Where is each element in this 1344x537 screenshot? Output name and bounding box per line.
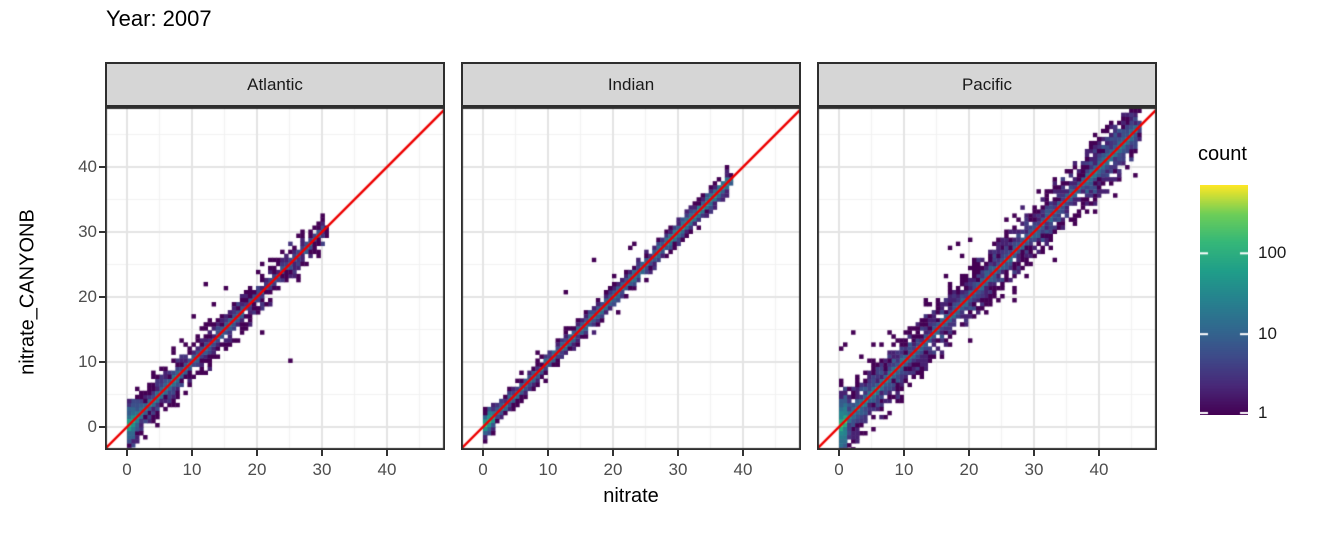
x-tick-mark (742, 450, 744, 456)
y-tick-label: 0 (87, 417, 97, 436)
x-tick-label: 20 (959, 460, 979, 479)
facet-strip-pacific: Pacific (817, 62, 1157, 107)
x-tick-mark (838, 450, 840, 456)
y-tick-label: 20 (78, 287, 97, 306)
panel-canvas-pacific (817, 107, 1157, 450)
x-tick-label: 30 (668, 460, 688, 479)
y-tick-mark (99, 361, 105, 363)
legend-colorbar (1200, 185, 1248, 415)
x-tick-label: 0 (122, 460, 132, 479)
y-tick-mark (99, 166, 105, 168)
panel-canvas-atlantic (105, 107, 445, 450)
x-tick-label: 0 (834, 460, 844, 479)
legend-tick-label: 1 (1258, 403, 1268, 422)
x-tick-label: 20 (247, 460, 267, 479)
y-tick-mark (99, 231, 105, 233)
x-tick-label: 20 (603, 460, 623, 479)
x-tick-mark (126, 450, 128, 456)
y-tick-label: 30 (78, 222, 97, 241)
legend-tick-label: 100 (1258, 243, 1287, 263)
x-tick-mark (547, 450, 549, 456)
x-tick-label: 30 (1024, 460, 1044, 479)
x-tick-mark (612, 450, 614, 456)
legend-title: count (1198, 143, 1247, 165)
x-tick-label: 40 (733, 460, 753, 479)
x-tick-mark (677, 450, 679, 456)
x-tick-label: 10 (182, 460, 202, 479)
y-tick-label: 10 (78, 352, 97, 371)
x-tick-mark (256, 450, 258, 456)
x-tick-mark (968, 450, 970, 456)
y-tick-mark (99, 296, 105, 298)
x-tick-label: 40 (377, 460, 397, 479)
legend-tick-label: 10 (1258, 324, 1277, 344)
x-tick-label: 10 (538, 460, 558, 479)
x-tick-label: 0 (478, 460, 488, 479)
x-tick-mark (1033, 450, 1035, 456)
x-axis-title: nitrate (603, 485, 659, 507)
y-axis-title: nitrate_CANYONB (16, 209, 39, 375)
facet-strip-label: Atlantic (247, 74, 303, 94)
y-tick-mark (99, 426, 105, 428)
x-tick-label: 40 (1089, 460, 1109, 479)
x-tick-mark (482, 450, 484, 456)
x-tick-label: 10 (894, 460, 914, 479)
y-tick-label: 40 (78, 157, 97, 176)
x-tick-mark (191, 450, 193, 456)
x-tick-label: 30 (312, 460, 332, 479)
x-tick-mark (321, 450, 323, 456)
x-tick-mark (386, 450, 388, 456)
facet-strip-atlantic: Atlantic (105, 62, 445, 107)
facet-strip-label: Pacific (961, 74, 1013, 94)
plot-title: Year: 2007 (106, 6, 212, 31)
facet-strip-indian: Indian (461, 62, 801, 107)
panel-canvas-indian (461, 107, 801, 450)
facet-strip-label: Indian (607, 74, 655, 94)
x-tick-mark (903, 450, 905, 456)
x-tick-mark (1098, 450, 1100, 456)
